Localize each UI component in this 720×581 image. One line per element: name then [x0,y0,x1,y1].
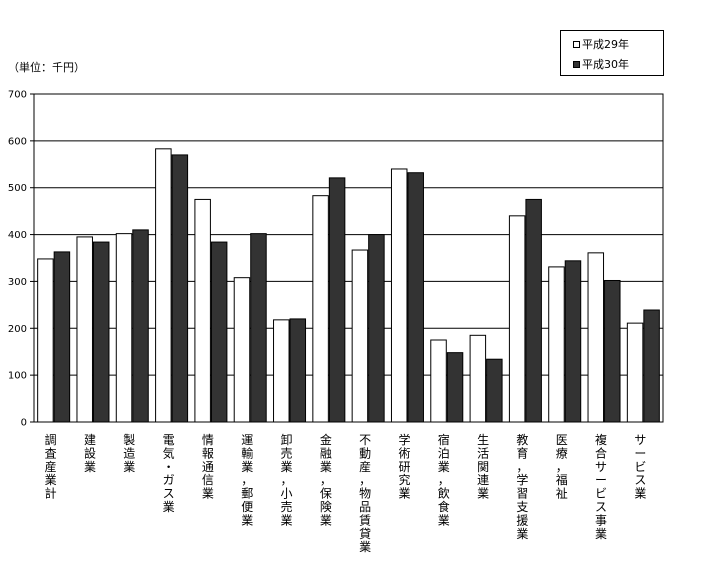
bar-series-2 [210,241,228,423]
legend: 平成29年 平成30年 [560,30,664,76]
bar-series-2 [564,260,582,423]
bar-series-2 [643,309,660,423]
x-category-label: 学術研究業 [398,432,410,501]
legend-item: 平成29年 [573,37,629,51]
bar-series-1 [233,277,251,423]
x-category-label: 教育，学習支援業 [516,432,528,541]
y-tick-label: 400 [8,230,27,241]
bar-series-1 [115,233,133,423]
plot-frame [33,93,664,423]
x-category-label: 製造業 [123,433,135,474]
y-axis-ticks: 0 100 200 300 400 500 600 700 [8,90,34,429]
y-tick-label: 0 [21,418,27,429]
x-category-label: 卸売業，小売業 [281,432,293,527]
bar-series-1 [508,215,526,423]
x-category-label: 金融業，保険業 [320,432,332,527]
x-category-label: 宿泊業，飲食業 [438,432,450,527]
y-tick-label: 300 [8,277,27,288]
x-category-label: サービス業 [634,433,646,501]
legend-swatch [573,40,580,48]
y-tick-label: 200 [8,324,27,335]
bar-series-2 [368,234,385,423]
bar-series-2 [53,251,71,423]
y-tick-label: 500 [8,183,27,194]
x-category-label: 情報通信業 [202,433,214,501]
bar-series-2 [525,198,542,423]
x-category-label: 複合サービス事業 [595,432,607,541]
bar-series-1 [273,319,290,423]
x-category-label: 運輸業，郵便業 [241,433,253,527]
legend-swatch [573,60,580,68]
y-tick-label: 100 [8,371,27,382]
bar-series-1 [37,258,54,423]
y-tick-label: 700 [8,90,27,101]
bar-series-1 [390,168,408,423]
bar-series-2 [92,241,110,423]
bar-series-1 [548,266,565,423]
x-category-label: 電気・ガス業 [163,433,175,514]
bar-series-2 [132,229,149,423]
x-category-label: 医療，福祉 [556,433,568,501]
bar-series-1 [155,148,172,423]
bars [37,148,660,423]
x-axis-categories: 調査産業計 建設業 製造業 電気・ガス業 情報通信業 運輸業，郵便業 卸売業，小売業 金融業，… [45,432,647,554]
bar-series-1 [312,195,329,423]
x-category-label: 建設業 [84,433,96,474]
x-category-label: 不動産，物品賃貸業 [359,433,371,554]
legend-item: 平成30年 [573,57,629,71]
x-category-label: 調査産業計 [45,433,57,501]
bar-series-2 [328,177,346,423]
bar-series-2 [486,358,503,423]
plot-area-border [33,93,664,423]
bar-series-2 [604,279,621,423]
bar-series-2 [289,318,307,423]
bar-series-2 [446,352,464,423]
bar-series-1 [587,252,605,423]
legend-label: 平成29年 [582,38,629,51]
y-tick-label: 600 [8,136,27,147]
x-category-label: 生活関連業 [477,433,489,501]
bar-series-2 [250,233,267,423]
bar-series-1 [351,249,369,423]
bar-series-2 [171,154,189,423]
bar-series-1 [430,339,447,423]
legend-label: 平成30年 [582,58,629,71]
bar-series-2 [407,172,424,423]
bar-series-1 [194,198,211,423]
unit-label: （単位：千円） [8,61,85,74]
bar-series-1 [626,322,644,423]
bar-series-1 [469,334,487,423]
bar-series-1 [76,236,93,423]
